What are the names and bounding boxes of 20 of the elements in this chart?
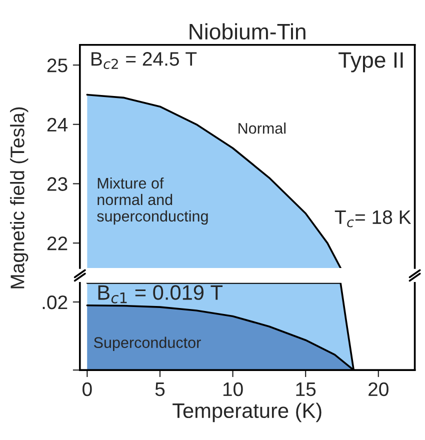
y-tick-label: .02 bbox=[42, 295, 68, 310]
y-tick-label: 22 bbox=[47, 236, 68, 250]
y-tick-label: 25 bbox=[47, 58, 68, 72]
x-tick-label: 15 bbox=[296, 382, 316, 396]
annotation: B$_{c1}$ = 0.019 T bbox=[98, 285, 223, 304]
x-tick-label: 20 bbox=[368, 382, 388, 396]
x-tick-label: 5 bbox=[155, 382, 165, 396]
y-tick-label: 24 bbox=[47, 118, 68, 132]
annotation: B$_{c2}$ = 24.5 T bbox=[92, 52, 197, 70]
y-axis-title: Magnetic field (Tesla) bbox=[10, 107, 28, 288]
x-tick-label: 0 bbox=[82, 382, 92, 396]
annotation: Normal bbox=[238, 122, 286, 134]
annotation: Superconductor bbox=[94, 336, 201, 352]
y-tick-label: 23 bbox=[47, 177, 68, 191]
x-axis-title: Temperature (K) bbox=[172, 402, 322, 422]
annotation: Mixture of normal and superconducting bbox=[97, 177, 208, 225]
chart-title: Niobium-Tin bbox=[190, 23, 306, 40]
x-tick-label: 10 bbox=[223, 382, 243, 396]
annotation: Type II bbox=[338, 52, 403, 72]
annotation: T$_{c}$= 18 K bbox=[334, 210, 412, 228]
